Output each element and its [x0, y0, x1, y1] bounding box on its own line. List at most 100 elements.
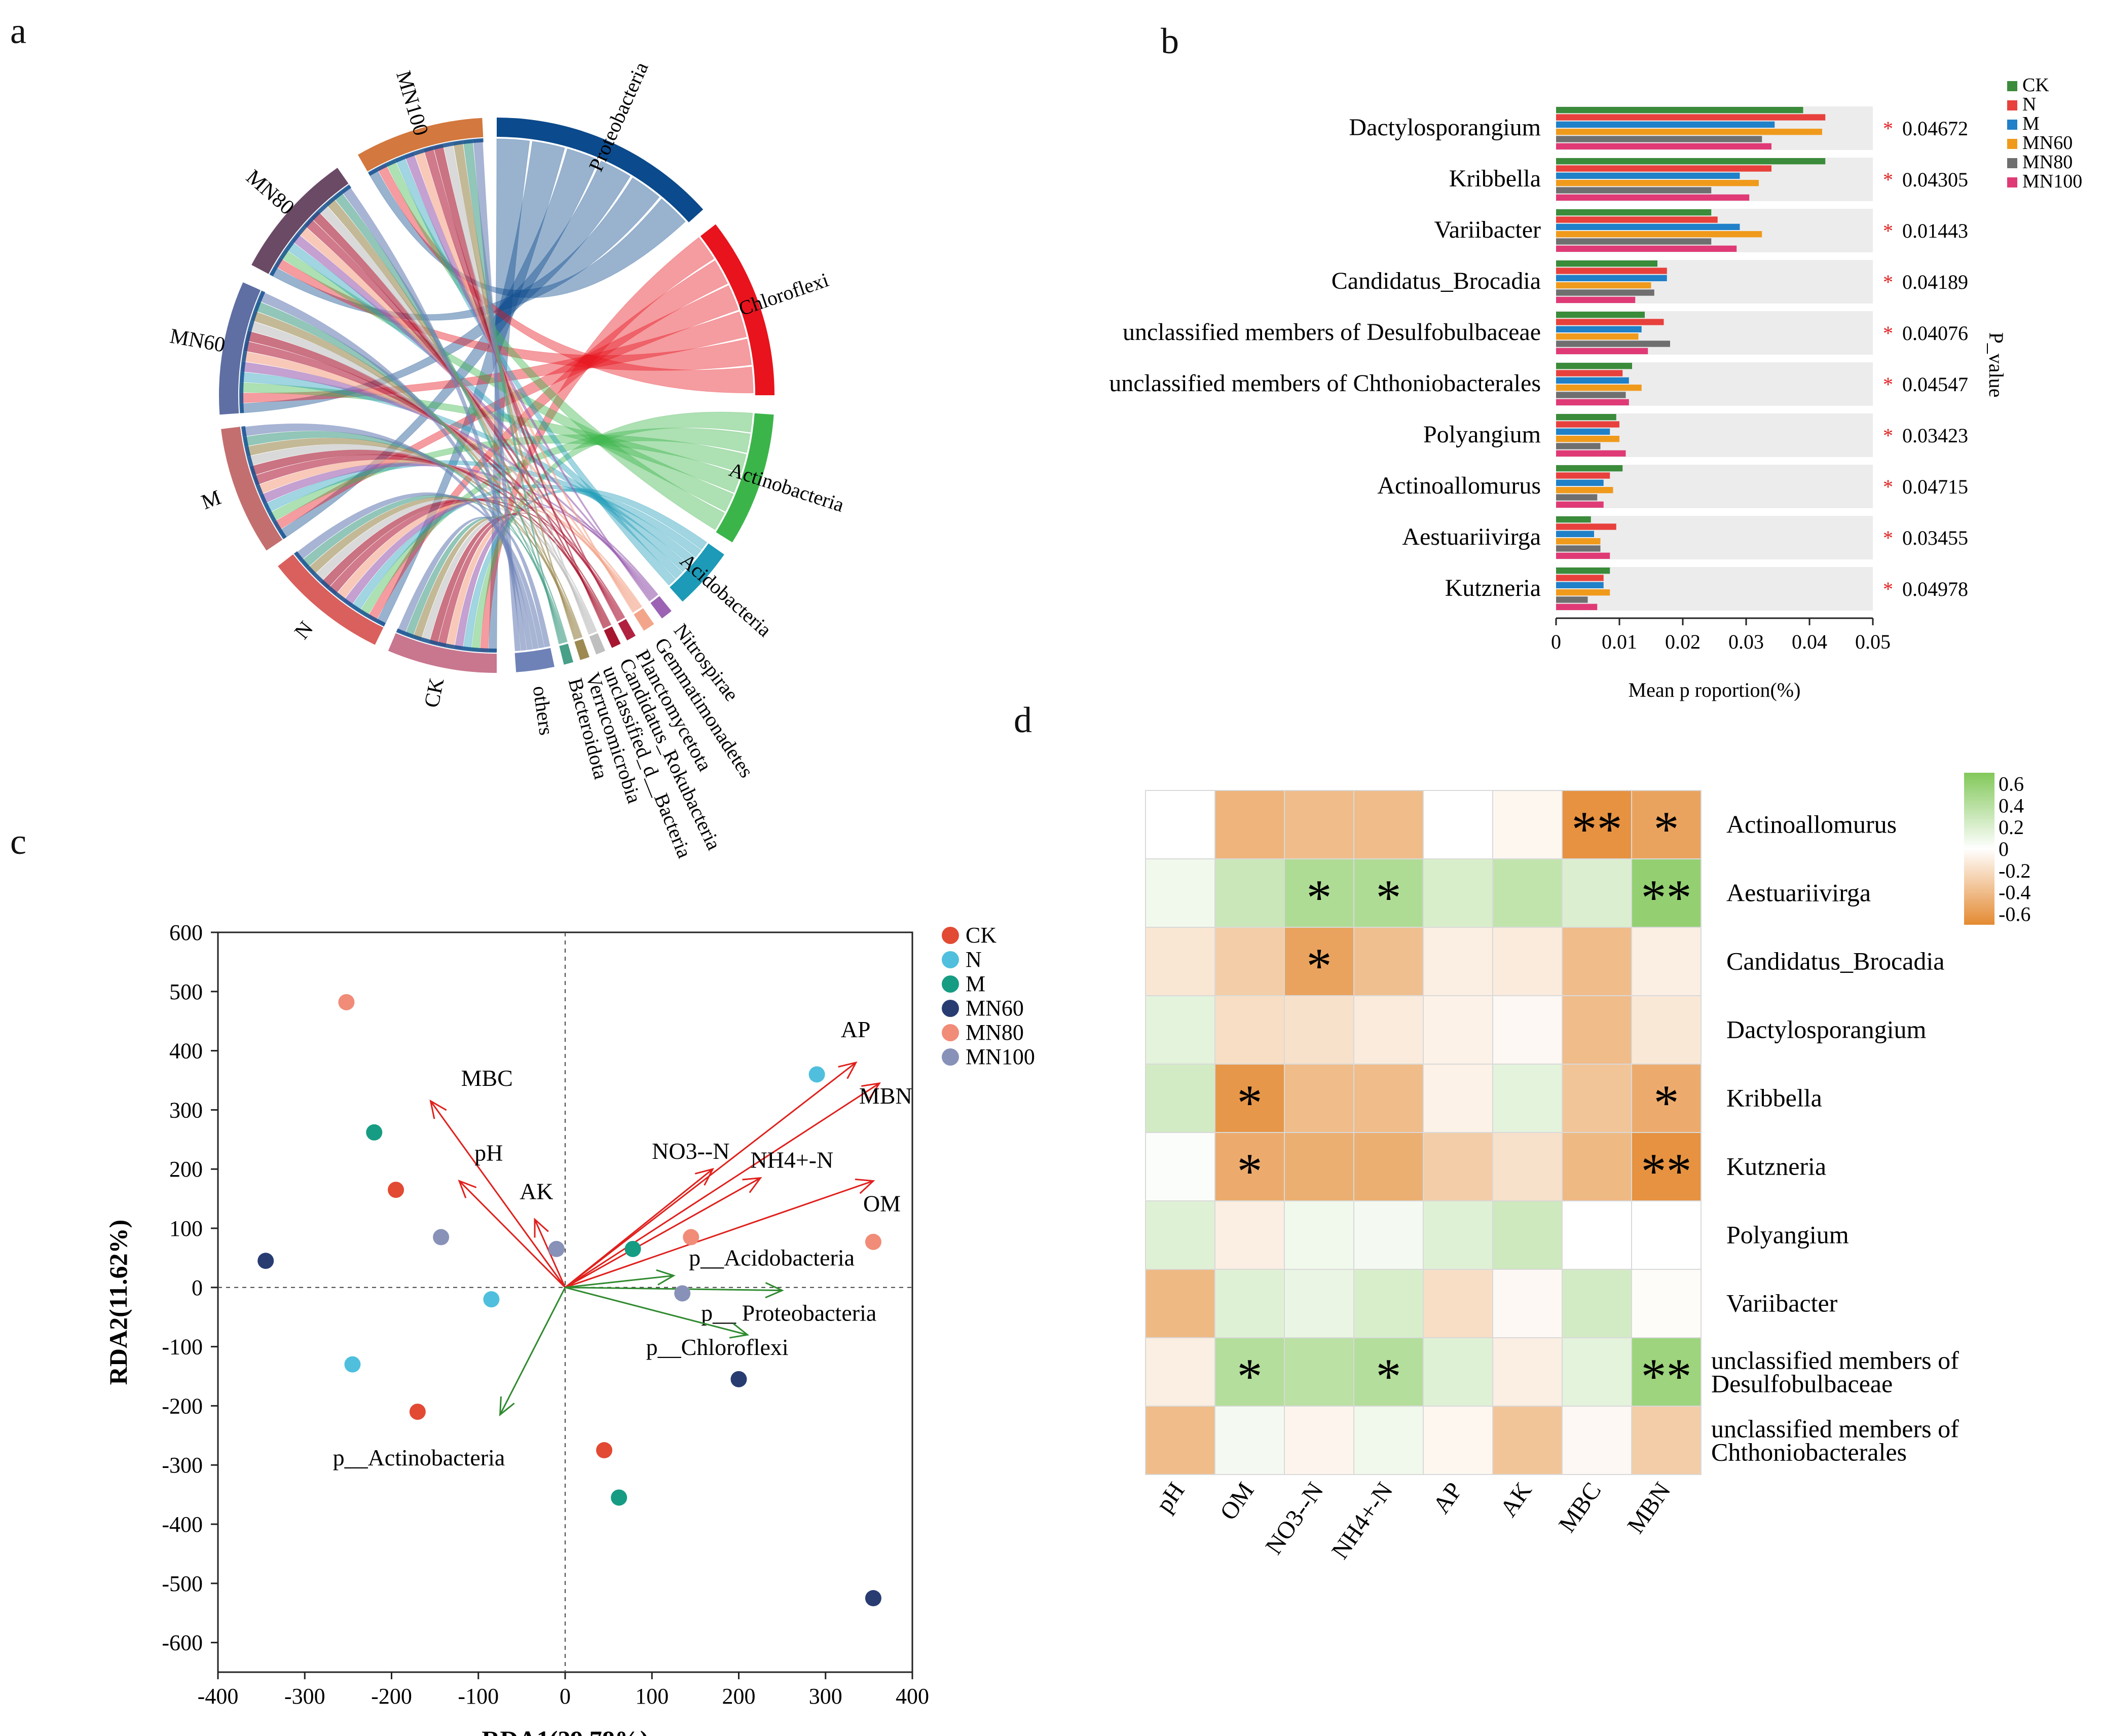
legend-marker — [942, 1024, 959, 1041]
chord-ribbon — [240, 161, 631, 413]
bar-chart: Dactylosporangium * 0.04672 Kribbella * 0.043… — [1109, 74, 2082, 701]
panel-letter-c: c — [10, 821, 26, 862]
env-arrow-label: AK — [520, 1178, 553, 1204]
heatmap-cell — [1145, 790, 1215, 859]
column-label: MBC — [1554, 1478, 1607, 1537]
ribbons — [240, 138, 754, 652]
taxa-arrow-label: p__Acidobacteria — [689, 1244, 855, 1270]
group-inner-track — [368, 138, 484, 176]
heatmap-cell — [1284, 995, 1354, 1065]
heatmap-cell — [1145, 995, 1215, 1065]
legend-swatch — [2007, 177, 2017, 187]
significance-marker: ** — [1641, 1348, 1692, 1405]
heatmap-cell — [1284, 1132, 1354, 1201]
column-label: NH4+-N — [1326, 1478, 1398, 1564]
env-arrow-head — [534, 1218, 549, 1238]
heatmap-cell — [1492, 790, 1563, 859]
row-band — [1556, 567, 1873, 611]
row-label: unclassified members of Chthoniobacterale… — [1711, 1415, 1959, 1466]
heatmap-cell — [1562, 1406, 1632, 1475]
row-label-line: unclassified members of — [1711, 1346, 1959, 1375]
heatmap-cell — [1145, 927, 1215, 996]
bar — [1556, 414, 1616, 421]
row-band — [1556, 465, 1873, 508]
heatmap-cell — [1492, 1132, 1563, 1201]
heatmap-cell — [1284, 1337, 1354, 1407]
heatmap-cell — [1631, 1269, 1702, 1338]
sample-point — [433, 1229, 450, 1246]
env-arrow-head — [838, 1061, 858, 1079]
heatmap-cell — [1423, 790, 1493, 859]
x-tick-label: 0 — [560, 1684, 571, 1709]
colorbar-tick-label: 0.6 — [1999, 772, 2024, 795]
row-label: Kribbella — [1726, 1084, 1822, 1112]
bar — [1556, 363, 1632, 369]
heatmap-cell — [1145, 1064, 1215, 1133]
heatmap-cell — [1423, 995, 1493, 1065]
bar — [1556, 143, 1771, 149]
bar — [1556, 187, 1712, 194]
taxon-arc — [574, 638, 589, 660]
significance-marker: ** — [1641, 1143, 1692, 1199]
heatmap-cell — [1423, 1132, 1493, 1201]
group-label: MN80 — [242, 165, 299, 219]
heatmap-cell — [1631, 1064, 1702, 1133]
taxa-arrow-head — [499, 1396, 515, 1417]
column-label: pH — [1151, 1478, 1190, 1517]
heatmap-cell — [1492, 1269, 1563, 1338]
env-arrow-head — [458, 1179, 477, 1198]
legend-label: MN60 — [2022, 132, 2073, 154]
legend-swatch — [2007, 81, 2017, 91]
taxa-arrow-label: p__Chloroflexi — [646, 1334, 789, 1360]
heatmap-cell — [1145, 858, 1215, 928]
heatmap-cell — [1423, 858, 1493, 928]
significance-marker: * — [1883, 424, 1893, 447]
taxa-arrow — [565, 1287, 783, 1292]
row-band — [1556, 516, 1873, 559]
env-arrow-label: MBN — [859, 1083, 912, 1109]
y-tick-label: 500 — [169, 979, 203, 1004]
taxa-arrow — [565, 1274, 674, 1289]
heatmap-cell — [1631, 858, 1702, 928]
heatmap-cell — [1353, 1269, 1424, 1338]
p-value: 0.04076 — [1902, 322, 1968, 345]
heatmap-cell — [1353, 1064, 1424, 1133]
heatmap-cell — [1284, 1269, 1354, 1338]
group-arc — [278, 554, 384, 645]
column-label: NO3--N — [1260, 1478, 1328, 1559]
taxon-label: others — [529, 685, 558, 737]
colorbar-tick-label: 0.2 — [1999, 816, 2024, 839]
y-tick-label: 600 — [169, 920, 203, 945]
x-tick-label: 100 — [635, 1684, 669, 1709]
env-arrow-label: MBC — [461, 1065, 513, 1091]
heatmap-cell — [1562, 1269, 1632, 1338]
bar — [1556, 341, 1670, 347]
x-axis-label: RDA1(29.78%) — [482, 1725, 648, 1736]
bar — [1556, 531, 1594, 537]
row-label: Variibacter — [1726, 1289, 1838, 1317]
legend-marker — [942, 951, 959, 968]
sample-point — [366, 1124, 383, 1141]
column-label: OM — [1215, 1478, 1260, 1525]
legend-swatch — [2007, 139, 2017, 149]
heatmap-cell — [1562, 1200, 1632, 1270]
bar — [1556, 370, 1623, 376]
panel-letter-b: b — [1161, 21, 1179, 61]
row-label: Polyangium — [1726, 1221, 1849, 1249]
x-tick-label: 0.05 — [1855, 630, 1891, 653]
heatmap-cell — [1214, 1406, 1285, 1475]
significance-marker: * — [1883, 475, 1893, 498]
heatmap-cell — [1631, 1200, 1702, 1270]
env-arrow-head — [861, 1082, 881, 1099]
bar — [1556, 538, 1601, 545]
y-tick-label: -500 — [162, 1571, 203, 1596]
panel-letter-a: a — [10, 11, 26, 51]
group-arc — [251, 168, 349, 274]
bar — [1556, 582, 1604, 588]
y-axis-label: RDA2(11.62%) — [104, 1220, 132, 1385]
bar — [1556, 421, 1619, 428]
bar — [1556, 575, 1604, 581]
x-tick-label: -100 — [458, 1684, 499, 1709]
p-value: 0.04547 — [1902, 373, 1968, 396]
legend-label: MN60 — [966, 996, 1024, 1021]
